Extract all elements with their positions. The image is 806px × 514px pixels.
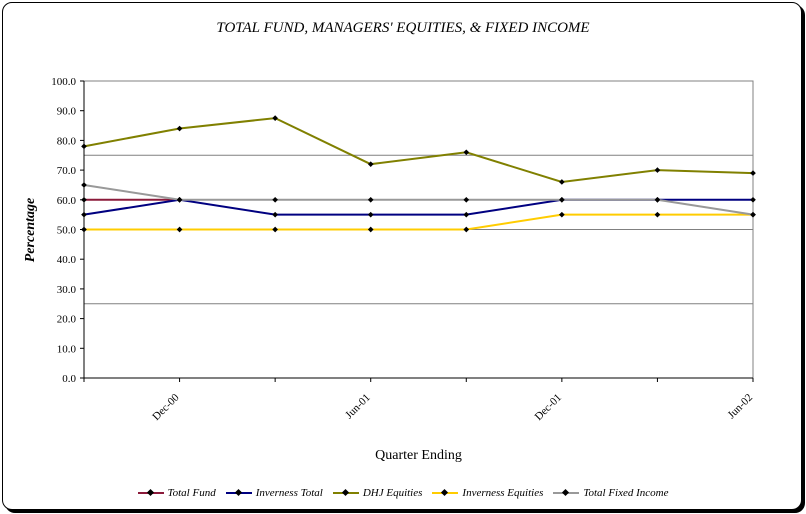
legend-item: DHJ Equities	[332, 487, 423, 499]
legend-swatch	[553, 488, 580, 498]
data-point-marker	[272, 211, 278, 218]
legend-label: Inverness Equities	[462, 487, 544, 499]
y-tick-label: 70.0	[57, 165, 77, 177]
data-point-marker	[272, 115, 278, 121]
data-point-marker	[654, 167, 661, 173]
data-point-marker	[559, 211, 565, 218]
data-point-marker	[367, 211, 374, 218]
legend-label: Total Fund	[167, 487, 216, 499]
y-tick-label: 60.0	[57, 195, 77, 207]
data-point-marker	[750, 196, 756, 203]
legend-swatch	[137, 488, 164, 498]
data-point-marker	[750, 211, 756, 218]
data-point-marker	[81, 211, 87, 218]
data-point-marker	[463, 211, 470, 218]
legend-swatch	[332, 488, 359, 498]
data-point-marker	[81, 196, 87, 203]
x-tick-label: Dec-01	[533, 392, 564, 423]
legend-swatch	[432, 488, 459, 498]
x-tick-label: Jun-01	[343, 392, 373, 422]
y-tick-label: 30.0	[57, 284, 77, 296]
x-axis-label: Quarter Ending	[375, 448, 462, 463]
data-point-marker	[272, 196, 278, 203]
data-point-marker	[750, 170, 756, 176]
data-point-marker	[81, 182, 87, 188]
data-point-marker	[176, 226, 183, 233]
legend-label: Total Fixed Income	[583, 487, 669, 499]
y-tick-label: 100.0	[51, 76, 76, 88]
series-line	[83, 183, 754, 216]
data-point-marker	[463, 196, 470, 203]
y-tick-label: 0.0	[62, 373, 76, 385]
y-tick-label: 90.0	[57, 106, 77, 118]
legend-label: Inverness Total	[255, 487, 323, 499]
y-tick-label: 50.0	[57, 225, 77, 237]
data-point-marker	[81, 143, 87, 150]
legend-item: Inverness Total	[225, 487, 323, 499]
data-point-marker	[176, 196, 183, 203]
legend-item: Total Fixed Income	[553, 487, 669, 499]
data-point-marker	[463, 149, 470, 156]
x-tick-label: Jun-02	[725, 392, 755, 422]
data-point-marker	[463, 226, 470, 233]
data-point-marker	[367, 161, 374, 167]
x-tick-label: Dec-00	[150, 391, 182, 423]
legend: Total Fund Inverness Total DHJ Equities Inv…	[0, 487, 806, 499]
legend-label: DHJ Equities	[362, 487, 423, 499]
data-point-marker	[367, 226, 374, 233]
data-point-marker	[654, 211, 661, 218]
series-line	[83, 117, 754, 183]
data-point-marker	[559, 179, 565, 185]
y-tick-label: 40.0	[57, 254, 77, 266]
legend-item: Inverness Equities	[432, 487, 543, 499]
data-point-marker	[272, 226, 278, 233]
data-point-marker	[559, 196, 565, 203]
legend-swatch	[225, 488, 252, 498]
data-point-marker	[367, 196, 374, 203]
y-tick-label: 20.0	[57, 314, 77, 326]
data-point-marker	[654, 196, 661, 203]
y-tick-label: 80.0	[57, 135, 77, 147]
chart-title: TOTAL FUND, MANAGERS' EQUITIES, & FIXED …	[216, 20, 590, 36]
data-point-marker	[81, 226, 87, 233]
series-line	[84, 213, 753, 231]
y-tick-label: 10.0	[57, 343, 77, 355]
legend-item: Total Fund	[137, 487, 216, 499]
